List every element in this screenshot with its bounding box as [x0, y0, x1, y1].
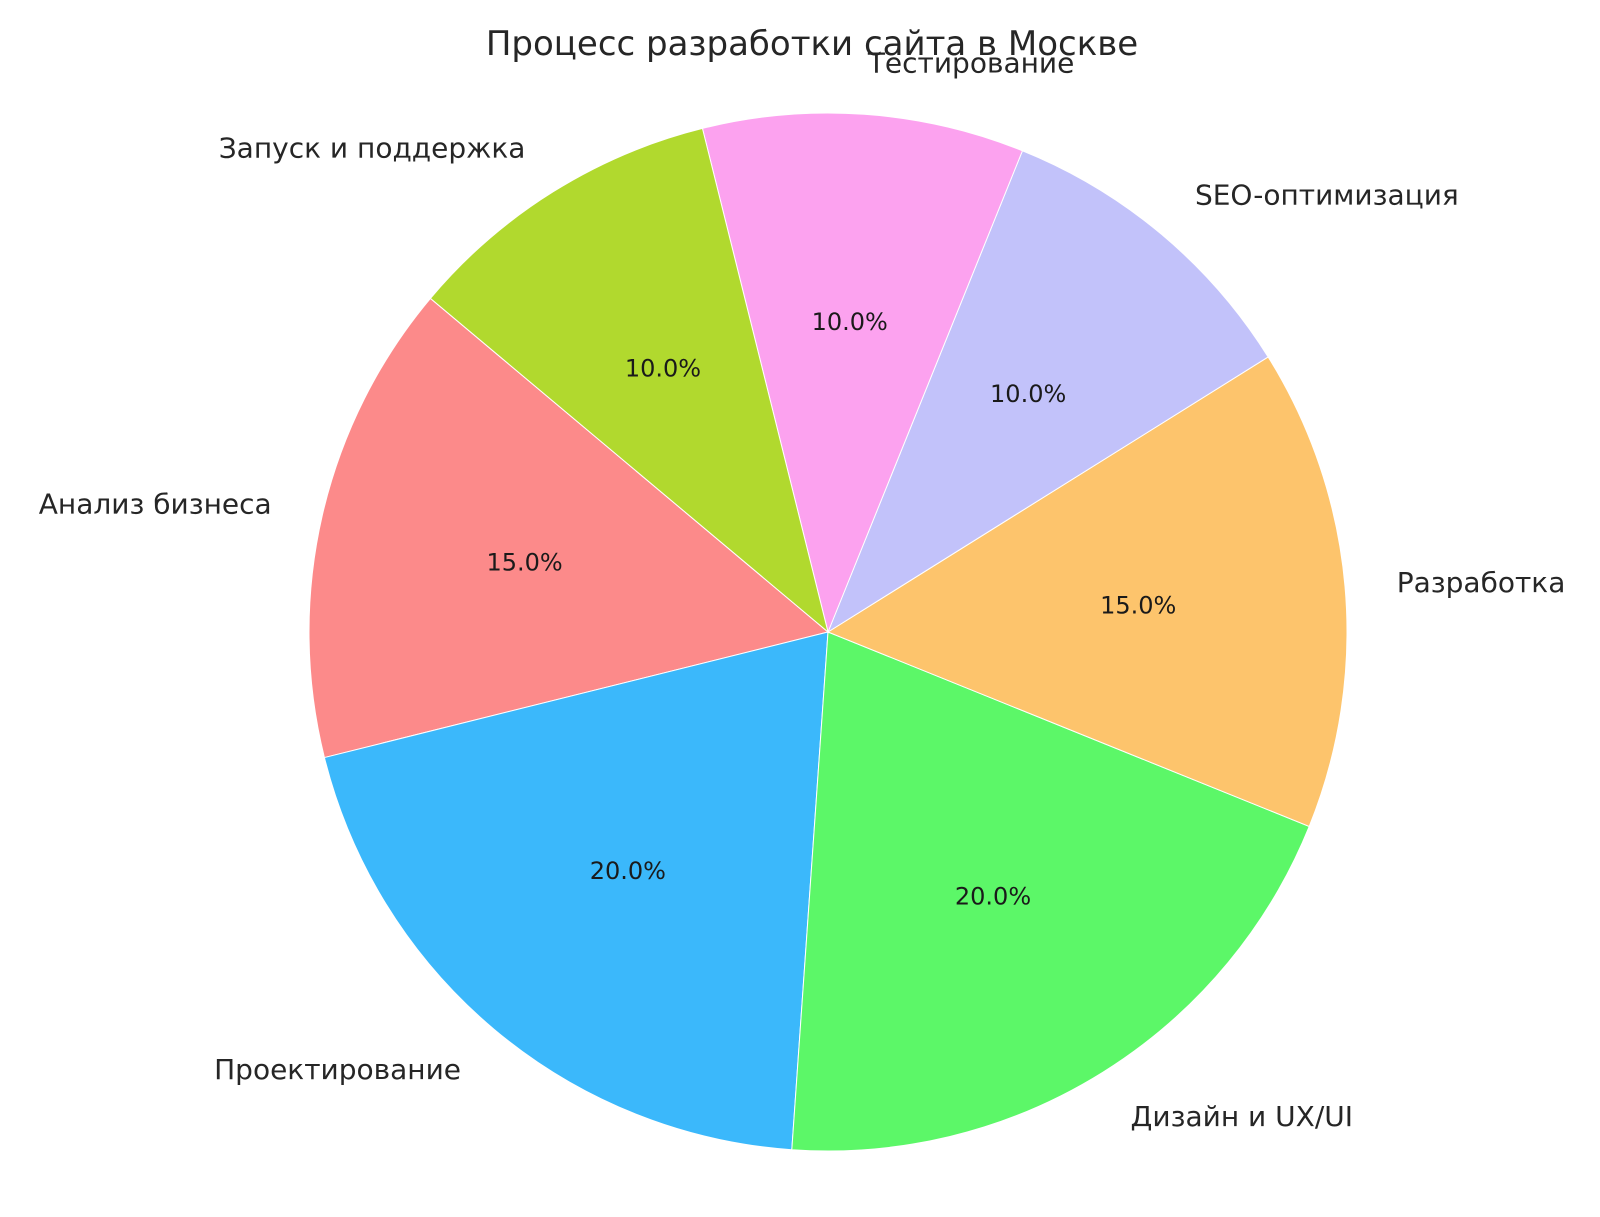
slice-percent-label: 15.0%	[486, 548, 562, 576]
slice-label: Тестирование	[867, 46, 1075, 79]
slice-percent-label: 20.0%	[955, 882, 1031, 910]
slice-label: Разработка	[1397, 566, 1566, 599]
slice-label: Дизайн и UX/UI	[1131, 1100, 1353, 1133]
pie-slice	[791, 631, 1310, 1152]
pie-slice	[323, 631, 829, 1151]
slice-percent-label: 10.0%	[990, 380, 1066, 408]
slice-percent-label: 20.0%	[590, 857, 666, 885]
pie-slice	[701, 112, 1024, 634]
slice-percent-label: 10.0%	[812, 308, 888, 336]
pie-slice	[826, 356, 1348, 828]
pie-slice	[826, 150, 1269, 634]
slice-percent-label: 10.0%	[625, 354, 701, 382]
chart-title: Процесс разработки сайта в Москве	[486, 24, 1138, 64]
slice-label: Запуск и поддержка	[219, 132, 526, 165]
slice-label: SEO-оптимизация	[1195, 178, 1459, 211]
slice-label: Анализ бизнеса	[39, 487, 272, 520]
slice-label: Проектирование	[214, 1053, 461, 1086]
pie-slice	[308, 297, 830, 759]
pie-slice	[429, 127, 829, 634]
slice-percent-label: 15.0%	[1100, 591, 1176, 619]
